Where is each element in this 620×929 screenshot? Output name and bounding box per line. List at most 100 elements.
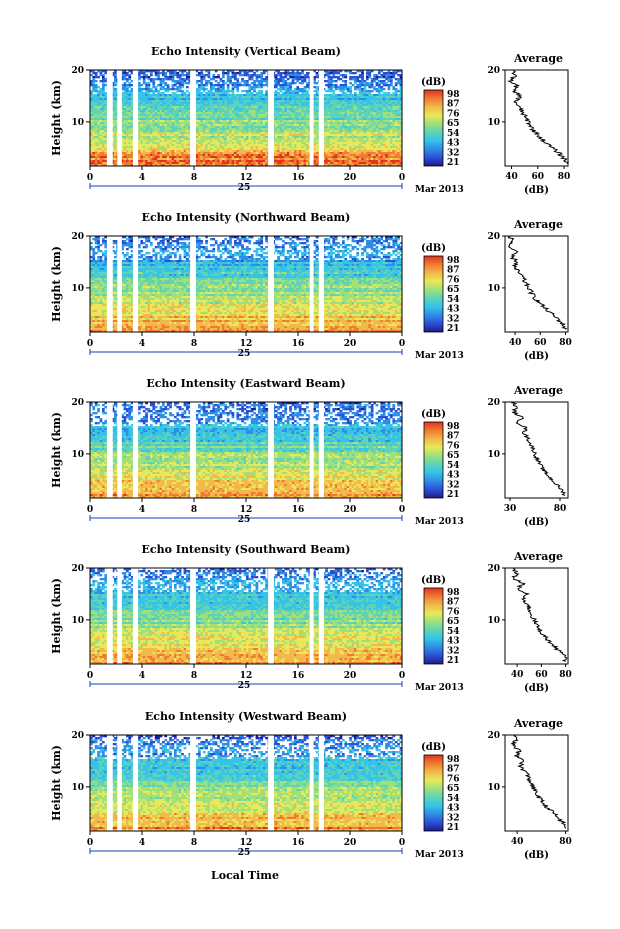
heatmap-cell (229, 148, 232, 151)
heatmap-cell (169, 154, 172, 157)
heatmap-cell (250, 150, 254, 153)
heatmap-cell (123, 70, 127, 73)
heatmap-cell (92, 146, 96, 149)
heatmap-cell (229, 112, 232, 115)
heatmap-cell (344, 130, 348, 133)
heatmap-cell (181, 144, 184, 147)
heatmap-cell (114, 92, 117, 95)
heatmap-cell (363, 106, 367, 109)
heatmap-cell (274, 134, 278, 137)
heatmap-cell (140, 100, 144, 103)
heatmap-cell (145, 142, 148, 145)
heatmap-cell (394, 98, 398, 101)
heatmap-cell (370, 70, 374, 73)
heatmap-cell (166, 90, 170, 93)
heatmap-cell (176, 150, 180, 153)
heatmap-cell (231, 140, 235, 143)
heatmap-cell (114, 140, 117, 143)
heatmap-cell (94, 108, 98, 111)
heatmap-cell (363, 144, 367, 147)
heatmap-cell (164, 118, 168, 121)
heatmap-cell (282, 132, 285, 135)
heatmap-cell (246, 96, 249, 99)
heatmap-cell (181, 142, 184, 145)
heatmap-cell (97, 154, 100, 157)
heatmap-cell (231, 116, 235, 119)
heatmap-cell (94, 114, 98, 117)
heatmap-cell (397, 116, 400, 119)
heatmap-cell (344, 110, 348, 113)
heatmap-cell (130, 70, 134, 73)
heatmap-cell (200, 78, 204, 81)
heatmap-cell (315, 140, 319, 143)
heatmap-cell (145, 88, 148, 91)
heatmap-cell (238, 122, 242, 125)
heatmap-cell (145, 102, 148, 105)
heatmap-cell (181, 132, 184, 135)
heatmap-cell (176, 138, 180, 141)
heatmap-cell (130, 84, 134, 87)
heatmap-cell (241, 136, 244, 139)
heatmap-cell (217, 142, 220, 145)
heatmap-cell (171, 104, 175, 107)
heatmap-cell (265, 70, 268, 73)
heatmap-cell (339, 106, 343, 109)
heatmap-cell (394, 114, 398, 117)
heatmap-cell (130, 130, 134, 133)
heatmap-cell (262, 136, 266, 139)
heatmap-cell (284, 92, 288, 95)
heatmap-cell (325, 124, 328, 127)
heatmap-cell (157, 120, 160, 123)
heatmap-cell (356, 96, 360, 99)
heatmap-cell (219, 152, 223, 155)
heatmap-cell (260, 142, 264, 145)
heatmap-cell (234, 94, 237, 97)
heatmap-cell (255, 142, 259, 145)
heatmap-cell (358, 150, 362, 153)
heatmap-cell (102, 84, 105, 87)
heatmap-cell (262, 100, 266, 103)
heatmap-cell (231, 150, 235, 153)
heatmap-cell (279, 130, 283, 133)
heatmap-cell (277, 134, 280, 137)
heatmap-cell (123, 126, 127, 129)
heatmap-cell (296, 72, 300, 75)
heatmap-cell (159, 96, 163, 99)
heatmap-cell (390, 104, 393, 107)
heatmap-cell (265, 146, 268, 149)
heatmap-cell (337, 106, 340, 109)
heatmap-cell (356, 76, 360, 79)
heatmap-cell (169, 124, 172, 127)
heatmap-cell (334, 102, 338, 105)
heatmap-cell (224, 150, 228, 153)
heatmap-cell (138, 138, 141, 141)
heatmap-cell (162, 120, 165, 123)
heatmap-cell (152, 150, 156, 153)
heatmap-cell (238, 130, 242, 133)
heatmap-cell (200, 142, 204, 145)
heatmap-cell (344, 84, 348, 87)
heatmap-cell (344, 150, 348, 153)
heatmap-cell (385, 82, 388, 85)
heatmap-cell (99, 72, 103, 75)
heatmap-cell (363, 126, 367, 129)
heatmap-cell (198, 106, 201, 109)
heatmap-cell (301, 136, 304, 139)
heatmap-cell (358, 98, 362, 101)
heatmap-cell (303, 104, 307, 107)
heatmap-cell (188, 154, 192, 157)
heatmap-cell (370, 126, 374, 129)
heatmap-cell (301, 76, 304, 79)
heatmap-cell (253, 108, 256, 111)
heatmap-cell (157, 112, 160, 115)
heatmap-cell (279, 84, 283, 87)
heatmap-cell (279, 108, 283, 111)
heatmap-cell (238, 120, 242, 123)
heatmap-cell (176, 132, 180, 135)
heatmap-cell (152, 100, 156, 103)
heatmap-cell (255, 148, 259, 151)
heatmap-cell (327, 70, 331, 73)
heatmap-cell (123, 78, 127, 81)
heatmap-cell (222, 88, 225, 91)
heatmap-cell (198, 132, 201, 135)
